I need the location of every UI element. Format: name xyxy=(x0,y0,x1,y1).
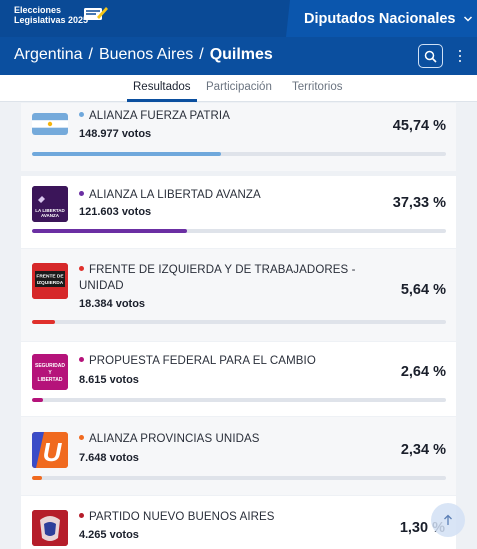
party-percent: 37,33 % xyxy=(392,195,446,211)
svg-text:AVANZA: AVANZA xyxy=(41,213,60,218)
svg-text:FRENTE DE: FRENTE DE xyxy=(36,274,64,280)
svg-text:Y: Y xyxy=(48,370,52,376)
search-icon xyxy=(424,50,437,63)
party-logo-nuevo-buenos-aires xyxy=(32,510,68,546)
breadcrumb-province[interactable]: Buenos Aires xyxy=(98,46,194,63)
party-card[interactable]: U ALIANZA PROVINCIAS UNIDAS 7.648 votos … xyxy=(21,417,456,495)
breadcrumb: Argentina / Buenos Aires / Quilmes xyxy=(14,46,273,64)
scroll-to-top-button[interactable] xyxy=(431,503,465,537)
chevron-down-icon xyxy=(464,15,473,22)
party-name-text: PARTIDO NUEVO BUENOS AIRES xyxy=(89,511,275,523)
tab-bar: Resultados Participación Territorios xyxy=(0,75,477,102)
party-name: ALIANZA LA LIBERTAD AVANZA xyxy=(79,187,359,203)
vote-share-fill xyxy=(32,476,42,480)
vote-share-fill xyxy=(32,229,187,233)
party-percent: 5,64 % xyxy=(400,282,446,298)
top-bar: Elecciones Legislativas 2025 Diputados N… xyxy=(0,0,477,37)
party-name: PROPUESTA FEDERAL PARA EL CAMBIO xyxy=(79,353,359,369)
party-name-text: ALIANZA PROVINCIAS UNIDAS xyxy=(89,433,260,445)
party-percent: 2,34 % xyxy=(400,442,446,458)
party-votes: 18.384 votos xyxy=(79,298,146,310)
party-card[interactable]: LA LIBERTAD AVANZA ALIANZA LA LIBERTAD A… xyxy=(21,176,456,248)
party-card[interactable]: SEGURIDAD Y LIBERTAD PROPUESTA FEDERAL P… xyxy=(21,342,456,416)
vote-share-fill xyxy=(32,320,56,324)
breadcrumb-separator: / xyxy=(88,46,93,63)
more-options-button[interactable] xyxy=(454,46,466,66)
tab-resultados[interactable]: Resultados xyxy=(133,81,191,93)
chamber-selector[interactable]: Diputados Nacionales xyxy=(298,0,477,37)
vote-share-fill xyxy=(32,398,43,402)
party-votes: 121.603 votos xyxy=(79,206,152,218)
svg-text:LA LIBERTAD: LA LIBERTAD xyxy=(35,208,65,213)
chamber-label: Diputados Nacionales xyxy=(304,10,456,27)
results-list: ALIANZA FUERZA PATRIA 148.977 votos 45,7… xyxy=(0,103,477,549)
svg-text:IZQUIERDA: IZQUIERDA xyxy=(37,280,64,286)
party-color-dot xyxy=(79,513,84,518)
vote-share-fill xyxy=(32,152,222,156)
party-name: PARTIDO NUEVO BUENOS AIRES xyxy=(79,509,359,525)
party-logo-frente-izquierda: FRENTE DE IZQUIERDA xyxy=(32,263,68,299)
vote-share-bar xyxy=(32,229,446,233)
breadcrumb-separator: / xyxy=(199,46,204,63)
active-tab-indicator xyxy=(127,99,197,102)
tab-territorios[interactable]: Territorios xyxy=(292,81,343,93)
party-logo-provincias-unidas: U xyxy=(32,432,68,468)
logo-line-2: Legislativas 2025 xyxy=(14,15,89,25)
vote-share-bar xyxy=(32,476,446,480)
elecciones-logo[interactable]: Elecciones Legislativas 2025 xyxy=(14,5,108,33)
party-percent: 2,64 % xyxy=(400,364,446,380)
party-card[interactable]: PARTIDO NUEVO BUENOS AIRES 4.265 votos 1… xyxy=(21,496,456,549)
party-color-dot xyxy=(79,435,84,440)
party-percent: 45,74 % xyxy=(392,118,446,134)
party-name-text: ALIANZA FUERZA PATRIA xyxy=(89,110,230,122)
vote-share-bar xyxy=(32,320,446,324)
tab-participacion[interactable]: Participación xyxy=(206,81,272,93)
logo-line-1: Elecciones xyxy=(14,5,62,15)
chamber-divider xyxy=(286,0,298,37)
party-votes: 148.977 votos xyxy=(79,128,152,140)
party-votes: 7.648 votos xyxy=(79,452,139,464)
party-votes: 4.265 votos xyxy=(79,529,139,541)
breadcrumb-country[interactable]: Argentina xyxy=(14,46,83,63)
party-color-dot xyxy=(79,357,84,362)
breadcrumb-bar: Argentina / Buenos Aires / Quilmes xyxy=(0,37,477,75)
party-color-dot xyxy=(79,266,84,271)
party-color-dot xyxy=(79,191,84,196)
party-name: ALIANZA PROVINCIAS UNIDAS xyxy=(79,431,359,447)
party-card[interactable]: FRENTE DE IZQUIERDA FRENTE DE IZQUIERDA … xyxy=(21,249,456,341)
party-logo-libertad-avanza: LA LIBERTAD AVANZA xyxy=(32,186,68,222)
party-name-text: ALIANZA LA LIBERTAD AVANZA xyxy=(89,189,261,201)
party-logo-flag xyxy=(32,113,68,135)
party-name: ALIANZA FUERZA PATRIA xyxy=(79,108,359,124)
svg-text:LIBERTAD: LIBERTAD xyxy=(38,377,63,383)
party-logo-seguridad-libertad: SEGURIDAD Y LIBERTAD xyxy=(32,354,68,390)
svg-text:U: U xyxy=(43,437,63,467)
party-card[interactable]: ALIANZA FUERZA PATRIA 148.977 votos 45,7… xyxy=(21,103,456,171)
svg-text:SEGURIDAD: SEGURIDAD xyxy=(35,363,65,369)
ballot-box-icon xyxy=(84,7,108,20)
scrollbar[interactable] xyxy=(470,103,477,549)
vote-share-bar xyxy=(32,398,446,402)
arrow-up-icon xyxy=(444,514,452,525)
search-button[interactable] xyxy=(418,44,443,68)
party-name-text: PROPUESTA FEDERAL PARA EL CAMBIO xyxy=(89,355,316,367)
party-name-text: FRENTE DE IZQUIERDA Y DE TRABAJADORES - … xyxy=(79,264,356,292)
party-color-dot xyxy=(79,112,84,117)
vote-share-bar xyxy=(32,152,446,156)
party-votes: 8.615 votos xyxy=(79,374,139,386)
breadcrumb-district: Quilmes xyxy=(209,46,273,63)
party-name: FRENTE DE IZQUIERDA Y DE TRABAJADORES - … xyxy=(79,262,359,294)
